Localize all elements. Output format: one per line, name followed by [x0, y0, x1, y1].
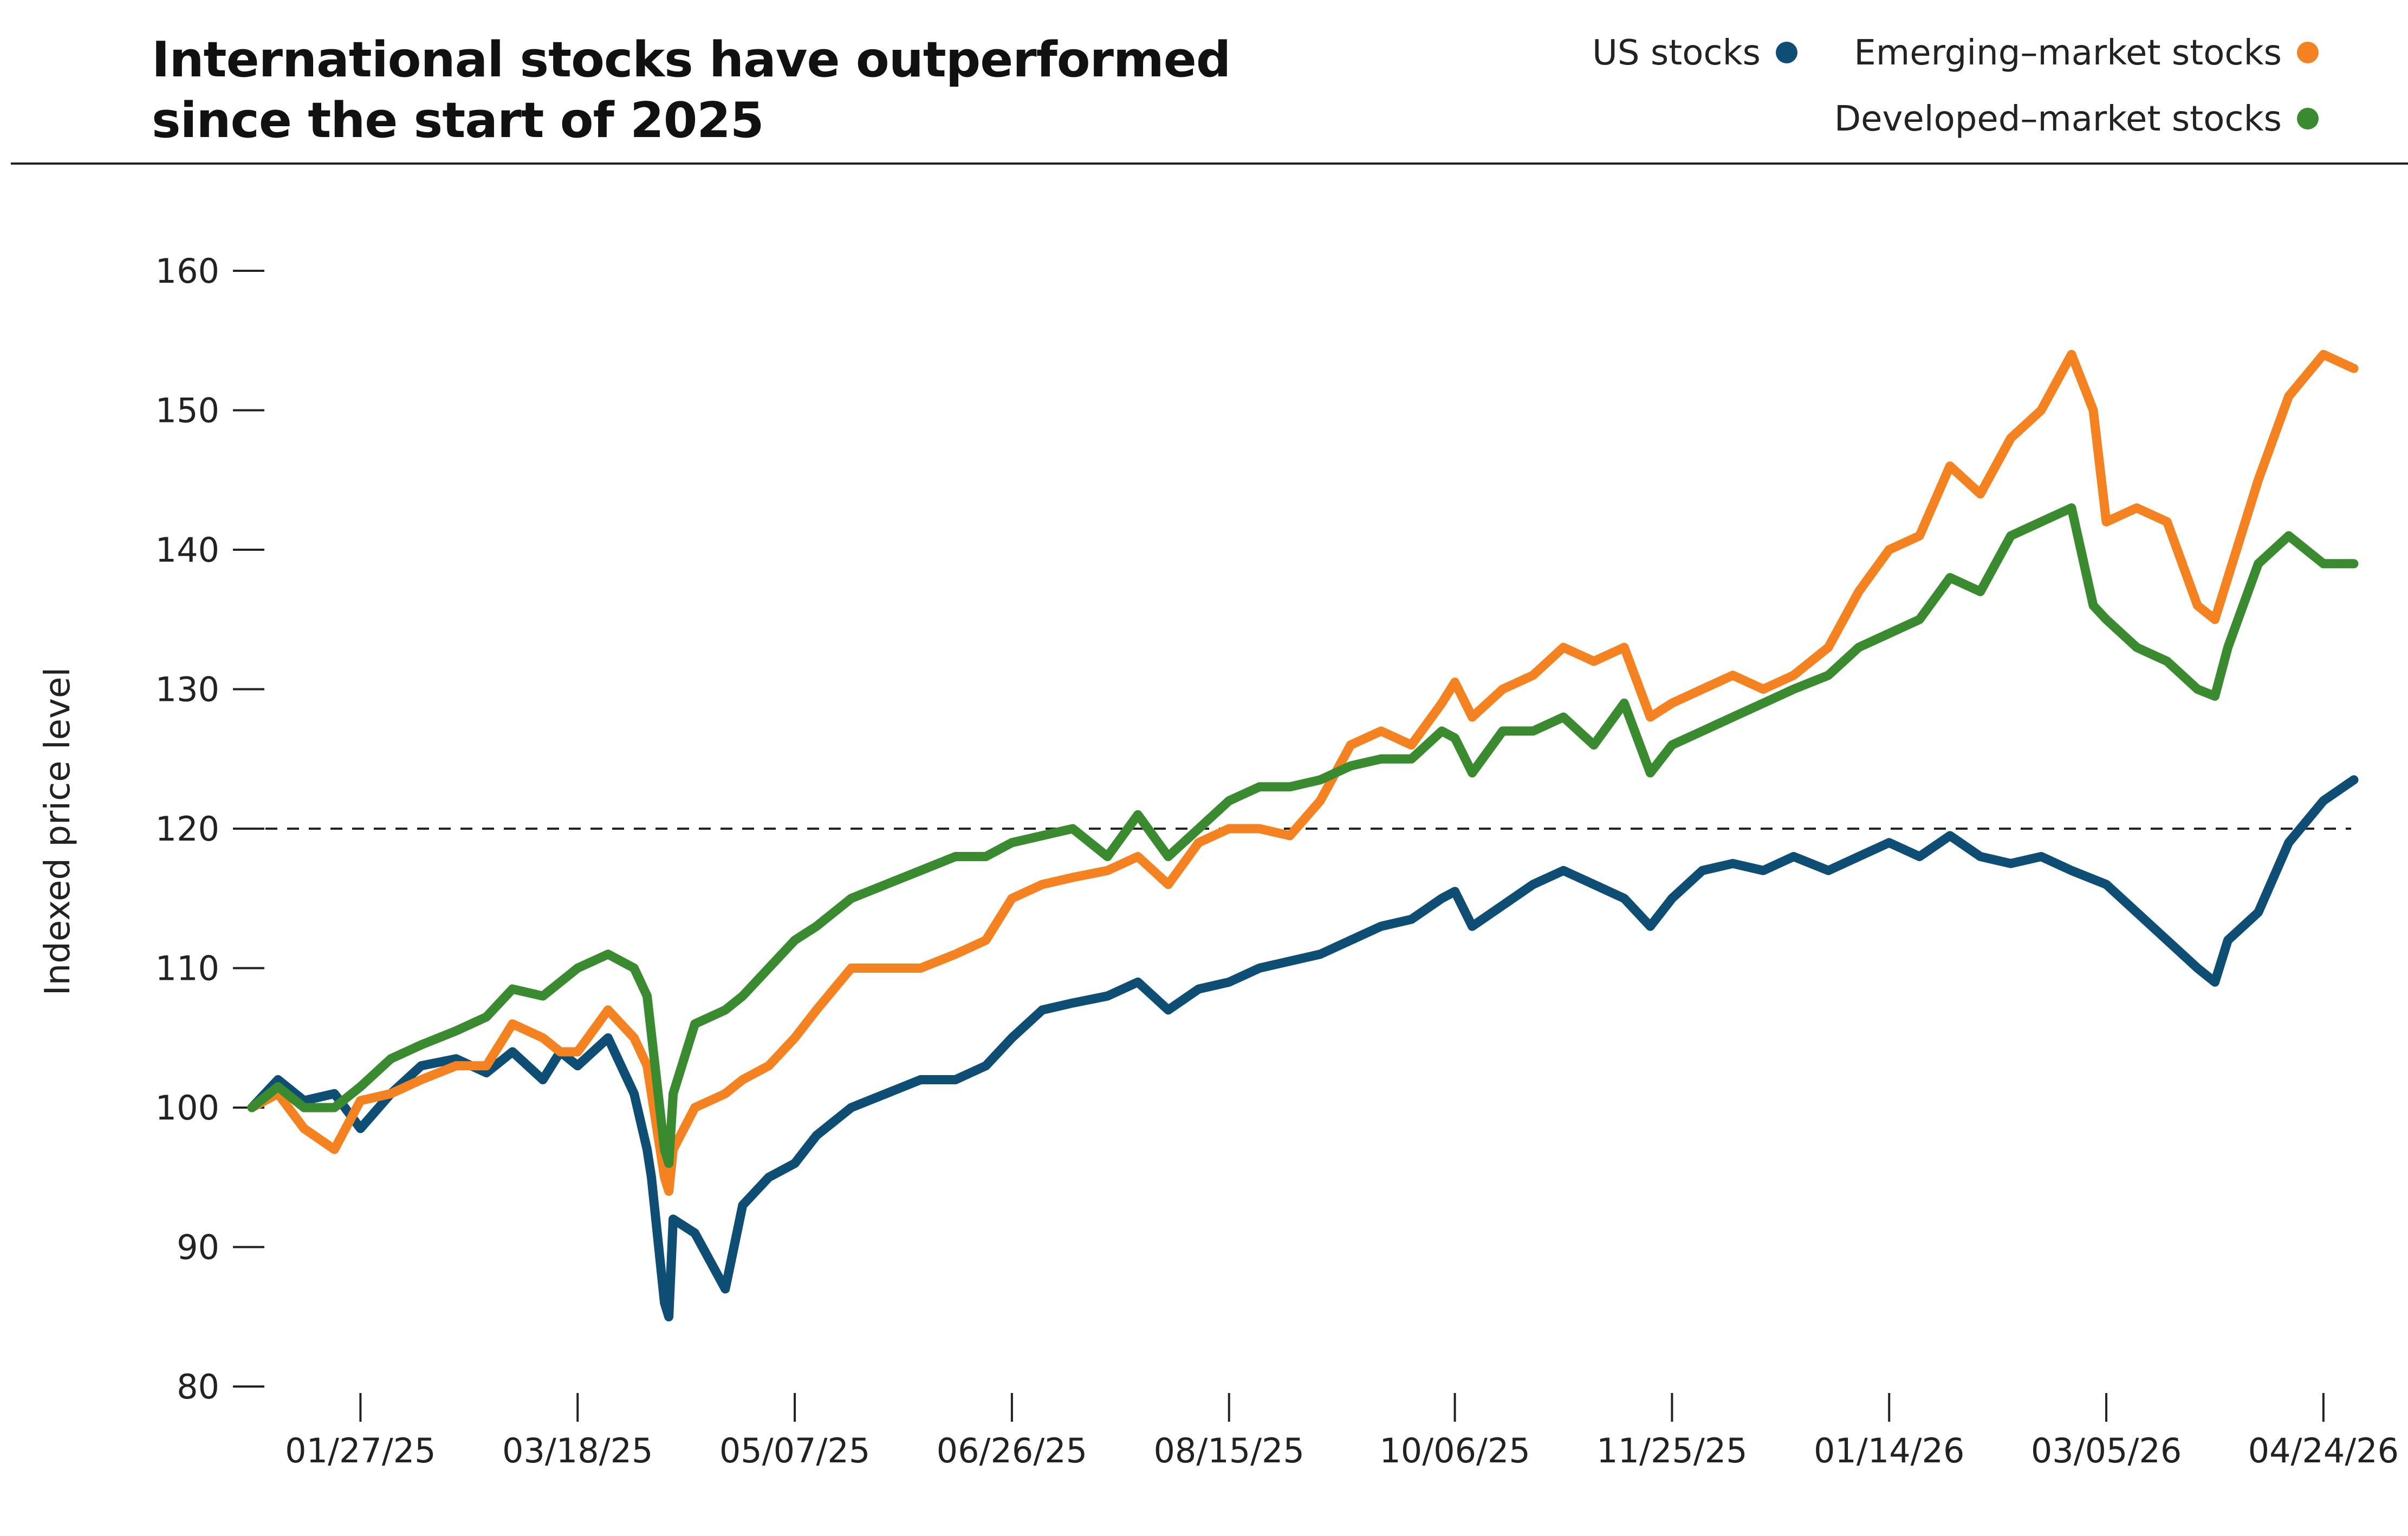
y-tick-label-110: 110: [155, 949, 219, 988]
legend-label-us-stocks: US stocks: [1592, 33, 1761, 73]
y-tick-label-80: 80: [177, 1367, 219, 1407]
series-line-developed-market-stocks: [247, 503, 2359, 1168]
legend-item-emerging-market-stocks: Emerging–market stocks: [1854, 31, 2319, 75]
legend-dot-emerging-market-stocks: [2297, 42, 2319, 64]
legend-item-us-stocks: US stocks: [1592, 31, 1797, 75]
x-tick-label-05-07-25: 05/07/25: [719, 1431, 870, 1470]
x-tick-label-03-05-26: 03/05/26: [2031, 1431, 2182, 1470]
series-group: [247, 350, 2359, 1322]
x-tick-label-08-15-25: 08/15/25: [1153, 1431, 1304, 1470]
x-tick-label-04-24-26: 04/24/26: [2248, 1431, 2399, 1470]
series-line-us-stocks: [247, 775, 2359, 1322]
chart-title-line-2: since the start of 2025: [152, 92, 764, 149]
y-tick-label-140: 140: [155, 530, 219, 570]
y-tick-label-100: 100: [155, 1088, 219, 1128]
y-axis-title: Indexed price level: [38, 667, 78, 995]
x-tick-label-11-25-25: 11/25/25: [1596, 1431, 1747, 1470]
y-tick-label-130: 130: [155, 670, 219, 710]
x-tick-label-06-26-25: 06/26/25: [937, 1431, 1087, 1470]
y-tick-label-120: 120: [155, 809, 219, 849]
series-line-emerging-market-stocks: [247, 350, 2359, 1196]
x-tick-label-10-06-25: 10/06/25: [1379, 1431, 1530, 1470]
legend-label-emerging-market-stocks: Emerging–market stocks: [1854, 33, 2282, 73]
legend-item-developed-market-stocks: Developed–market stocks: [1834, 97, 2319, 141]
y-tick-label-90: 90: [177, 1228, 219, 1267]
chart-title-line-1: International stocks have outperformed: [152, 31, 1231, 88]
x-axis: 01/27/25 03/18/25 05/07/25 06/26/25 08/15/25…: [285, 1393, 2399, 1470]
x-tick-label-01-14-26: 01/14/26: [1814, 1431, 1964, 1470]
x-tick-label-01-27-25: 01/27/25: [285, 1431, 436, 1470]
chart-title: International stocks have outperformed s…: [152, 30, 1231, 151]
header-divider: [11, 162, 2408, 165]
legend-label-developed-market-stocks: Developed–market stocks: [1834, 99, 2282, 139]
legend-dot-us-stocks: [1776, 42, 1797, 64]
y-tick-label-160: 160: [155, 251, 219, 291]
x-tick-label-03-18-25: 03/18/25: [502, 1431, 653, 1470]
y-tick-label-150: 150: [155, 391, 219, 431]
legend-dot-developed-market-stocks: [2297, 108, 2319, 130]
y-axis: 80 90 100 110 120 130 140 150 160: [155, 251, 264, 1407]
